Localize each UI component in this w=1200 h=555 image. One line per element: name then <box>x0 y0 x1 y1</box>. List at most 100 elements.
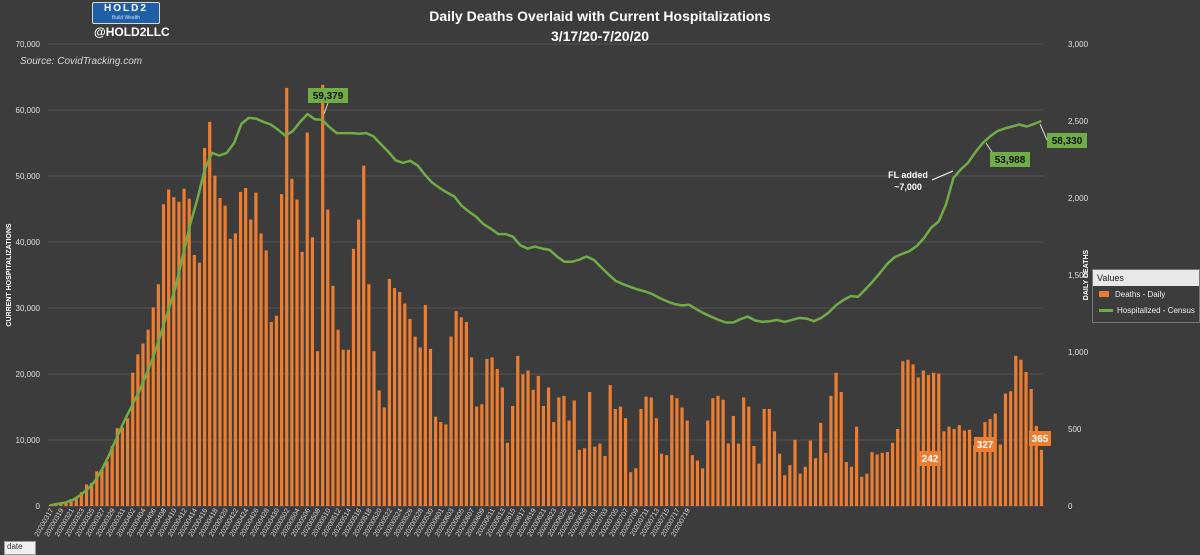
bar <box>567 420 571 506</box>
bar <box>392 288 397 506</box>
date-filter-button[interactable]: date <box>4 541 36 555</box>
bar <box>1029 388 1033 506</box>
bar <box>495 368 499 506</box>
bar <box>357 219 361 506</box>
bar <box>161 204 166 506</box>
right-tick-label: 0 <box>1068 502 1073 511</box>
bar <box>259 233 263 507</box>
legend-item-hospitalized: Hospitalized - Census <box>1093 302 1199 318</box>
chart-title-line1: Daily Deaths Overlaid with Current Hospi… <box>429 8 771 24</box>
bar <box>480 404 484 506</box>
bar <box>598 443 602 506</box>
bar <box>1034 425 1038 506</box>
bar <box>464 321 469 506</box>
bar <box>803 466 807 506</box>
bar <box>726 443 730 506</box>
annotation-label: 58,330 <box>1052 136 1083 147</box>
bar-swatch-icon <box>1099 291 1109 297</box>
bar <box>546 387 551 506</box>
bar <box>711 398 715 506</box>
hospitalized-series-line <box>50 112 1042 507</box>
fl-note-arrow <box>931 170 954 181</box>
left-tick-label: 20,000 <box>16 370 41 379</box>
bar <box>351 248 356 506</box>
bar <box>280 194 284 506</box>
bar <box>808 440 812 506</box>
bar <box>870 452 874 506</box>
bar <box>993 413 997 506</box>
right-tick-label: 3,000 <box>1068 40 1089 49</box>
bar <box>249 219 253 506</box>
bar <box>120 427 125 506</box>
bar <box>911 364 915 506</box>
bar <box>197 262 202 506</box>
fl-note-line1: FL added <box>888 170 928 180</box>
bar <box>505 442 510 506</box>
bar <box>146 329 150 506</box>
bar <box>757 463 761 506</box>
bar <box>500 387 504 506</box>
bar <box>593 446 597 506</box>
bar <box>434 416 438 506</box>
bar <box>233 233 237 507</box>
bar <box>562 395 566 506</box>
right-axis-title: DAILY DEATHS <box>1083 249 1090 300</box>
bar <box>490 357 494 506</box>
bar <box>937 373 941 506</box>
bar <box>783 475 787 506</box>
bar <box>387 278 392 506</box>
bar <box>582 448 587 506</box>
bar <box>218 198 222 506</box>
fl-note-line2: ~7,000 <box>894 182 922 192</box>
bar <box>84 484 89 506</box>
bar <box>767 408 771 506</box>
bar <box>177 201 181 506</box>
bar <box>952 429 956 506</box>
bar <box>326 209 330 507</box>
bar <box>110 445 114 506</box>
bar <box>115 428 119 506</box>
legend: Values Deaths - Daily Hospitalized - Cen… <box>1092 269 1200 323</box>
logo-subtext: Build Wealth <box>112 15 140 21</box>
bar <box>659 453 664 506</box>
bar <box>74 496 78 506</box>
bar <box>521 374 525 506</box>
bar <box>156 284 160 506</box>
bar <box>623 418 628 506</box>
bar <box>454 311 458 506</box>
bar <box>649 397 653 506</box>
bar <box>172 197 176 507</box>
bar <box>151 307 155 506</box>
bar <box>254 192 258 507</box>
bar <box>839 392 843 506</box>
bar <box>721 399 725 506</box>
source-note: Source: CovidTracking.com <box>20 56 143 67</box>
left-tick-label: 30,000 <box>16 304 41 313</box>
annotation-box <box>974 437 996 452</box>
bar <box>639 408 643 506</box>
logo-text: HOLD2 <box>104 3 148 14</box>
left-tick-label: 0 <box>36 502 41 511</box>
bar <box>865 473 869 506</box>
bar <box>819 422 823 506</box>
axes: 0 10,000 20,000 30,000 40,000 50,000 60,000 70,… <box>6 40 1090 538</box>
bar <box>413 336 417 506</box>
bar <box>238 191 243 506</box>
bar <box>48 504 53 506</box>
annotation-label: 59,379 <box>313 91 344 102</box>
bar <box>310 237 314 506</box>
bar <box>79 492 83 506</box>
bar <box>665 455 669 506</box>
bar <box>1024 372 1028 506</box>
bar <box>747 406 751 506</box>
bar <box>228 238 232 506</box>
bar <box>336 329 340 506</box>
bar <box>377 390 381 506</box>
bar <box>813 458 818 506</box>
bar <box>485 358 489 506</box>
bar <box>762 408 766 506</box>
bar <box>208 121 212 507</box>
bar <box>552 422 556 506</box>
legend-header: Values <box>1093 270 1199 286</box>
